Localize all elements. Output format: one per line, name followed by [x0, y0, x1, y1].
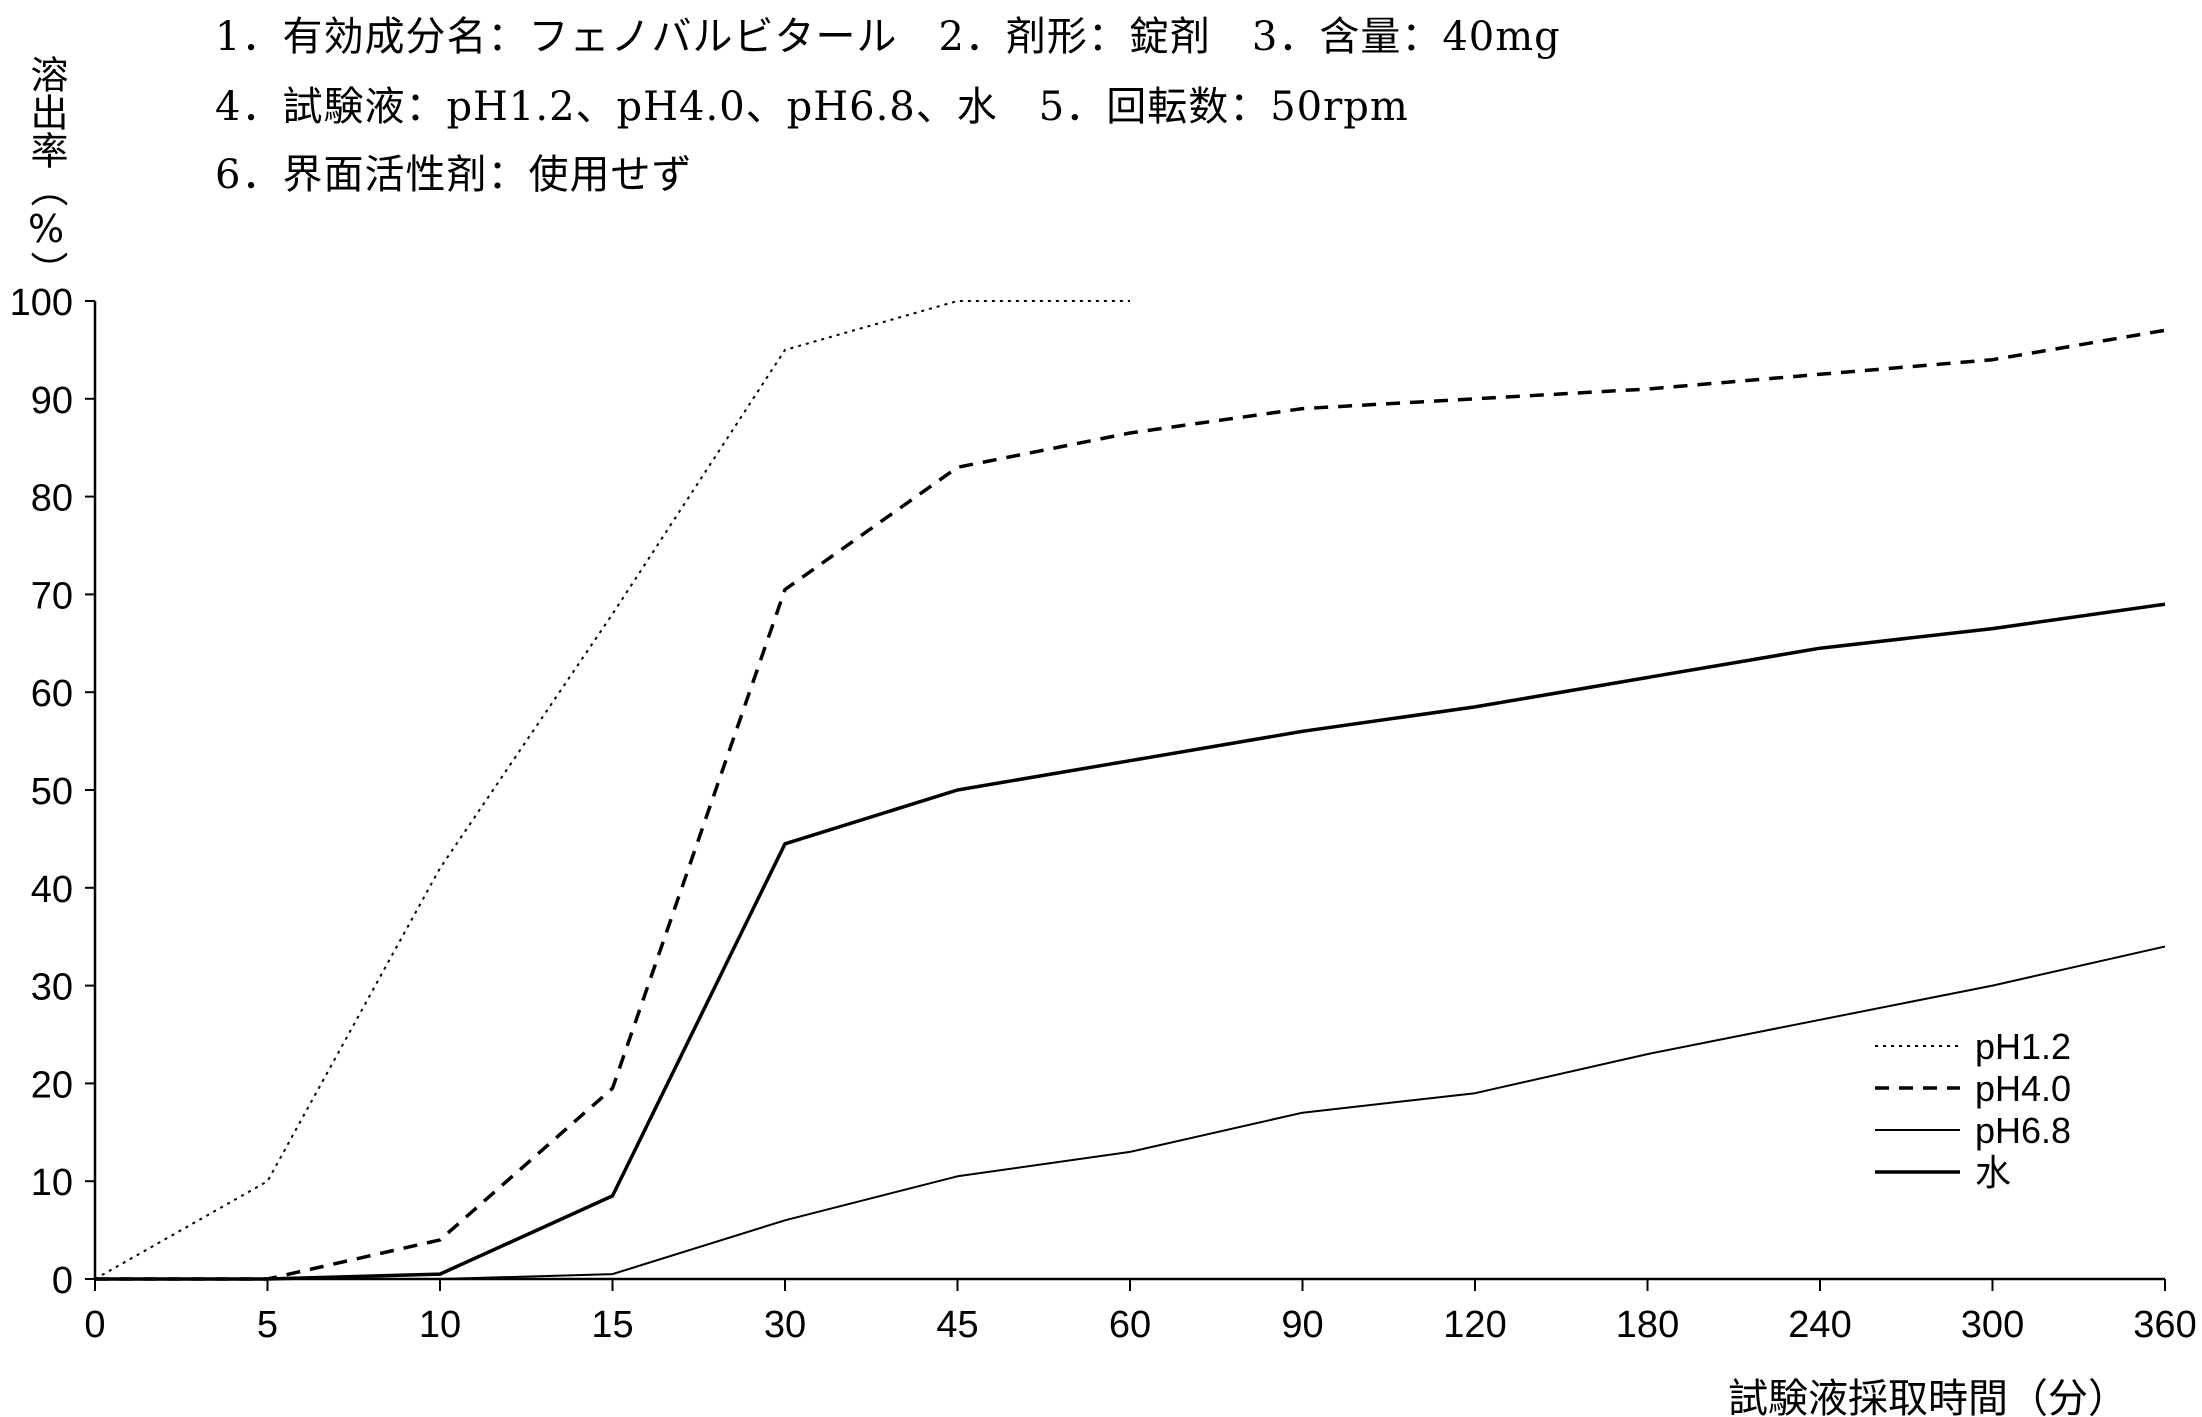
legend-label: pH4.0: [1975, 1068, 2071, 1109]
x-tick-label: 30: [764, 1304, 806, 1346]
series-line-pH6.8: [95, 945, 2166, 1280]
legend-label: pH6.8: [1975, 1110, 2071, 1151]
legend-label: 水: [1975, 1152, 2011, 1193]
x-tick-label: 240: [1788, 1304, 1851, 1346]
series-line-水: [95, 602, 2166, 1281]
x-tick-label: 300: [1961, 1304, 2024, 1346]
y-tick-label: 10: [31, 1162, 73, 1204]
y-tick-label: 40: [31, 869, 73, 911]
x-tick-label: 90: [1281, 1304, 1323, 1346]
series-line-pH4.0: [95, 328, 2166, 1281]
x-tick-label: 360: [2133, 1304, 2196, 1346]
y-tick-label: 20: [31, 1064, 73, 1106]
x-tick-label: 5: [257, 1304, 278, 1346]
x-tick-label: 0: [84, 1304, 105, 1346]
chart-ticks: 0 10 20 30 40 50 60 70 80 90 100 0 5 10 15 30 45 60 90 120 1…: [10, 282, 2197, 1346]
header-line-1: 1．有効成分名：フェノバルビタール 2．剤形：錠剤 3．含量：40mg: [215, 14, 1561, 60]
x-tick-label: 180: [1616, 1304, 1679, 1346]
x-tick-label: 15: [591, 1304, 633, 1346]
x-axis-label: 試験液採取時間（分）: [1728, 1376, 2128, 1417]
y-tick-label: 30: [31, 967, 73, 1009]
series-line-pH1.2: [94, 300, 1130, 1280]
header-line-2: 4．試験液：pH1.2、pH4.0、pH6.8、水 5．回転数：50rpm: [215, 84, 1409, 130]
y-tick-label: 50: [31, 771, 73, 813]
y-tick-label: 60: [31, 673, 73, 715]
y-tick-label: 70: [31, 575, 73, 617]
x-tick-label: 60: [1109, 1304, 1151, 1346]
y-tick-label: 80: [31, 478, 73, 520]
x-tick-label: 45: [936, 1304, 978, 1346]
chart-axes: [93, 301, 2165, 1281]
x-tick-label: 120: [1443, 1304, 1506, 1346]
header-line-3: 6．界面活性剤：使用せず: [215, 152, 693, 198]
x-tick-label: 10: [419, 1304, 461, 1346]
y-tick-label: 0: [52, 1260, 73, 1302]
y-tick-label: 90: [31, 380, 73, 422]
y-axis-label: 溶出率（%）: [24, 55, 68, 289]
y-tick-label: 100: [10, 282, 73, 324]
legend-label: pH1.2: [1975, 1026, 2071, 1067]
chart-series: [94, 300, 2166, 1281]
